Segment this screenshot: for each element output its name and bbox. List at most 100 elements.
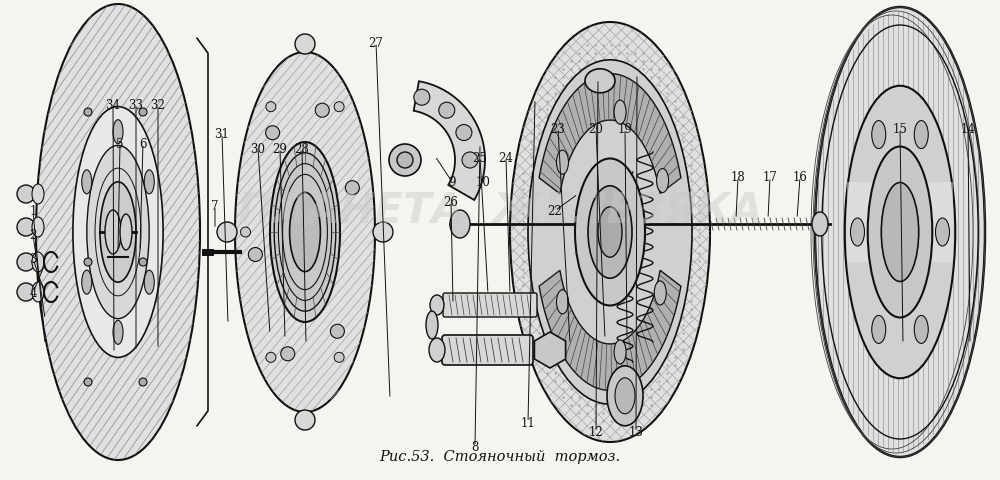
Ellipse shape xyxy=(144,170,154,194)
Circle shape xyxy=(439,103,455,119)
Circle shape xyxy=(266,126,280,141)
Circle shape xyxy=(84,109,92,117)
Ellipse shape xyxy=(614,340,626,364)
Circle shape xyxy=(84,378,92,386)
Circle shape xyxy=(414,90,430,106)
Ellipse shape xyxy=(614,101,626,125)
Circle shape xyxy=(397,153,413,168)
Text: 33: 33 xyxy=(128,99,144,112)
Text: 29: 29 xyxy=(273,142,287,156)
Ellipse shape xyxy=(450,211,470,239)
Ellipse shape xyxy=(528,60,692,404)
Ellipse shape xyxy=(914,121,928,149)
Text: 26: 26 xyxy=(444,195,458,208)
Polygon shape xyxy=(847,182,953,263)
Text: 10: 10 xyxy=(476,176,490,189)
Ellipse shape xyxy=(654,281,666,305)
Ellipse shape xyxy=(872,121,886,149)
Ellipse shape xyxy=(868,147,932,318)
Text: 20: 20 xyxy=(589,123,603,136)
Circle shape xyxy=(345,181,359,195)
Text: 16: 16 xyxy=(793,171,807,184)
Circle shape xyxy=(389,144,421,177)
Ellipse shape xyxy=(270,143,340,323)
Ellipse shape xyxy=(812,213,828,237)
Text: 25: 25 xyxy=(473,152,487,165)
Circle shape xyxy=(266,353,276,362)
Ellipse shape xyxy=(17,283,35,301)
Ellipse shape xyxy=(82,271,92,295)
Ellipse shape xyxy=(430,295,444,315)
Ellipse shape xyxy=(274,154,336,312)
Text: Рис.53.  Стояночный  тормоз.: Рис.53. Стояночный тормоз. xyxy=(379,449,621,463)
Ellipse shape xyxy=(615,378,635,414)
Ellipse shape xyxy=(510,23,710,442)
Text: 31: 31 xyxy=(215,128,229,141)
Ellipse shape xyxy=(120,215,132,251)
Ellipse shape xyxy=(32,217,44,238)
Ellipse shape xyxy=(82,170,92,194)
Ellipse shape xyxy=(32,282,44,302)
Text: 8: 8 xyxy=(471,440,479,453)
Ellipse shape xyxy=(556,290,568,314)
Circle shape xyxy=(266,102,276,112)
Text: 34: 34 xyxy=(106,99,120,112)
Circle shape xyxy=(139,258,147,266)
Circle shape xyxy=(330,324,344,338)
Text: 18: 18 xyxy=(731,171,745,184)
Ellipse shape xyxy=(607,366,643,426)
Ellipse shape xyxy=(815,8,985,457)
Polygon shape xyxy=(539,74,681,194)
Polygon shape xyxy=(414,82,485,201)
Polygon shape xyxy=(539,271,681,391)
Polygon shape xyxy=(534,332,566,368)
Ellipse shape xyxy=(588,186,632,278)
Ellipse shape xyxy=(850,218,864,247)
Ellipse shape xyxy=(217,223,237,242)
Polygon shape xyxy=(235,53,375,412)
Ellipse shape xyxy=(100,182,136,283)
Text: 23: 23 xyxy=(551,123,565,136)
Ellipse shape xyxy=(105,211,121,254)
Ellipse shape xyxy=(32,252,44,273)
Text: 30: 30 xyxy=(250,142,266,156)
Ellipse shape xyxy=(87,146,149,319)
Circle shape xyxy=(248,248,262,262)
Text: 3: 3 xyxy=(29,252,37,266)
Ellipse shape xyxy=(598,207,622,258)
Ellipse shape xyxy=(113,120,123,144)
Ellipse shape xyxy=(17,186,35,204)
Ellipse shape xyxy=(36,5,200,460)
Ellipse shape xyxy=(17,253,35,271)
Text: 19: 19 xyxy=(618,123,632,136)
Ellipse shape xyxy=(585,70,615,94)
Text: ПЛАНЕТА  ЖЕЛЕЗЯКА: ПЛАНЕТА ЖЕЛЕЗЯКА xyxy=(238,190,762,231)
Circle shape xyxy=(334,102,344,112)
Ellipse shape xyxy=(373,223,393,242)
Circle shape xyxy=(315,104,329,118)
Text: 22: 22 xyxy=(548,204,562,218)
Ellipse shape xyxy=(575,159,645,306)
Text: 11: 11 xyxy=(521,416,535,429)
Ellipse shape xyxy=(872,316,886,344)
Ellipse shape xyxy=(73,108,163,358)
Text: 17: 17 xyxy=(763,171,777,184)
FancyBboxPatch shape xyxy=(442,336,533,365)
Ellipse shape xyxy=(429,338,445,362)
Text: 1: 1 xyxy=(29,204,37,218)
Ellipse shape xyxy=(426,312,438,339)
Ellipse shape xyxy=(295,410,315,430)
Text: 27: 27 xyxy=(369,36,383,50)
Text: 28: 28 xyxy=(295,142,309,156)
Ellipse shape xyxy=(17,218,35,237)
Text: 5: 5 xyxy=(116,137,124,151)
Circle shape xyxy=(462,153,478,168)
Text: 2: 2 xyxy=(29,228,37,242)
Ellipse shape xyxy=(657,169,669,193)
Text: 32: 32 xyxy=(151,99,165,112)
Ellipse shape xyxy=(881,183,919,282)
Ellipse shape xyxy=(144,271,154,295)
Text: 9: 9 xyxy=(448,176,456,189)
FancyBboxPatch shape xyxy=(443,293,537,317)
Circle shape xyxy=(240,228,250,238)
